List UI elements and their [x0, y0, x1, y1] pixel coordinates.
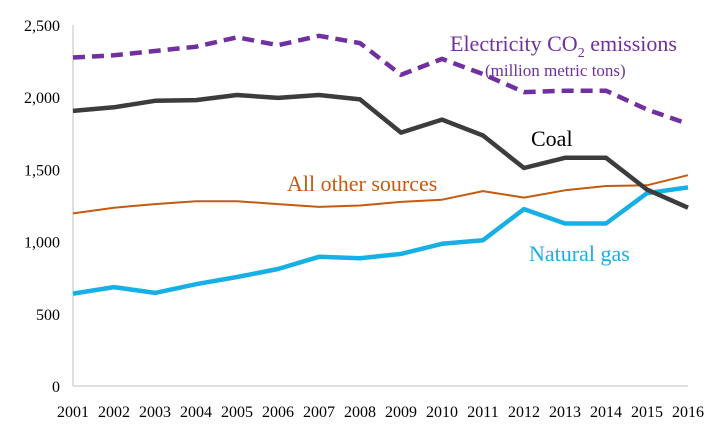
series-line-coal	[72, 92, 689, 210]
x-tick-label: 2015	[631, 404, 663, 421]
x-tick-labels: 2001 2002 2003 2004 2005 2006 2007 2008 2009 2010…	[57, 404, 704, 421]
series-line-electricity-co2-emissions	[72, 33, 689, 127]
x-tick-label: 2008	[344, 404, 376, 421]
y-tick-label: 2,000	[24, 90, 60, 107]
x-tick-label: 2004	[180, 404, 212, 421]
x-tick-label: 2002	[98, 404, 130, 421]
x-tick-label: 2014	[590, 404, 622, 421]
chart-title: Electricity CO2 emissions	[450, 31, 677, 61]
series-line-natural-gas	[72, 185, 689, 296]
y-tick-label: 0	[52, 379, 60, 396]
x-tick-label: 2013	[549, 404, 581, 421]
x-tick-label: 2005	[221, 404, 253, 421]
coal-label: Coal	[531, 126, 573, 151]
x-tick-label: 2010	[426, 404, 458, 421]
y-tick-labels: 0 500 1,000 1,500 2,000 2,500	[24, 18, 60, 396]
x-tick-label: 2007	[303, 404, 335, 421]
y-tick-label: 1,500	[24, 162, 60, 179]
series-lines	[72, 33, 689, 296]
y-tick-label: 500	[36, 307, 60, 324]
x-tick-label: 2003	[139, 404, 171, 421]
x-tick-label: 2011	[467, 404, 498, 421]
y-tick-label: 2,500	[24, 18, 60, 35]
x-tick-label: 2009	[385, 404, 417, 421]
y-tick-label: 1,000	[24, 235, 60, 252]
x-tick-label: 2016	[672, 404, 704, 421]
x-tick-label: 2001	[57, 404, 89, 421]
x-tick-label: 2006	[262, 404, 294, 421]
other-sources-label: All other sources	[287, 171, 437, 196]
series-line-all-other-sources	[72, 174, 689, 215]
chart-subtitle: (million metric tons)	[485, 61, 626, 80]
x-tick-label: 2012	[508, 404, 540, 421]
natural-gas-label: Natural gas	[529, 241, 630, 266]
